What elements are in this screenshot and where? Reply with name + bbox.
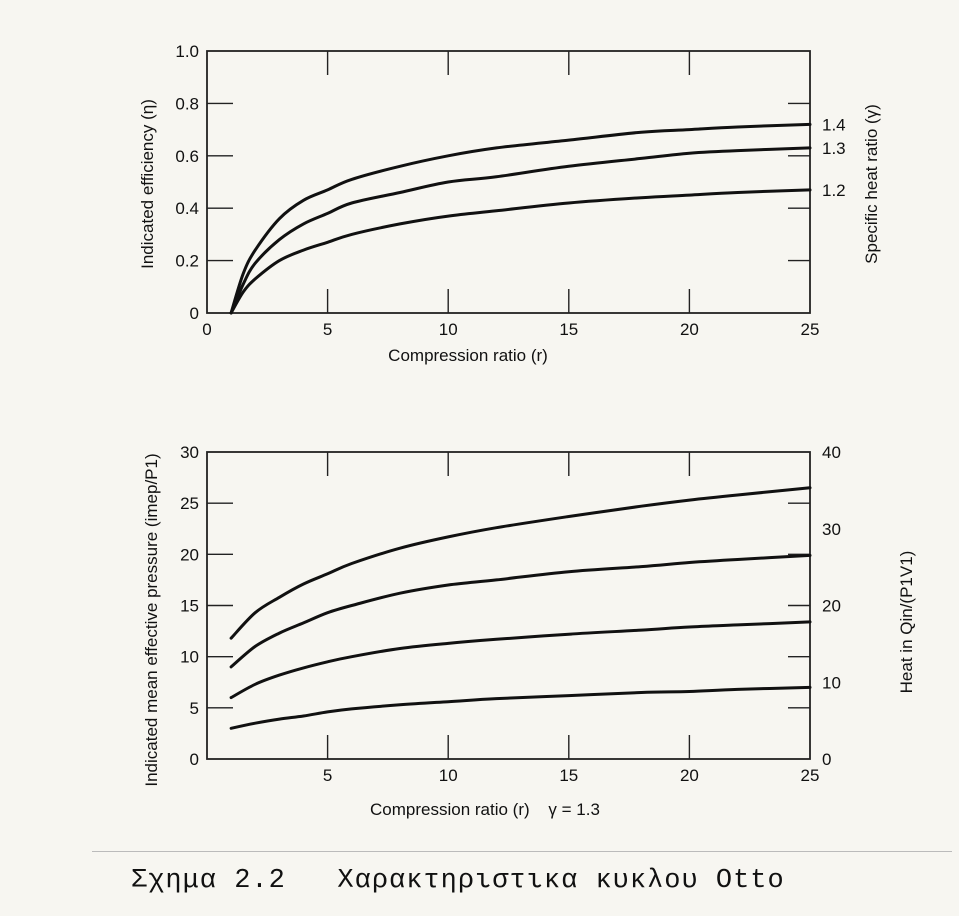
imep-chart-curves xyxy=(229,486,812,730)
imep-chart-ticks xyxy=(207,452,810,759)
series-label-1.2: 1.2 xyxy=(822,181,846,200)
gamma-note: γ = 1.3 xyxy=(548,800,600,819)
efficiency-chart-curves xyxy=(229,122,812,315)
y-tick-label: 10 xyxy=(180,648,199,667)
y2-tick-label: 20 xyxy=(822,597,841,616)
efficiency-chart-tick-labels: 0 5 10 15 20 25 0 0.2 0.4 0.6 0.8 1.0 1.4 1.3 1.2 xyxy=(175,42,845,339)
x-tick-label: 5 xyxy=(323,320,332,339)
y-tick-label: 0.4 xyxy=(175,199,199,218)
efficiency-y-axis-title: Indicated efficiency (η) xyxy=(138,99,157,269)
series-curve-20 xyxy=(229,620,812,700)
y-tick-label: 0 xyxy=(190,750,199,769)
series-curve-1.2 xyxy=(229,188,812,315)
series-curve-40 xyxy=(229,486,812,640)
series-curve-10 xyxy=(229,685,812,730)
caption-divider xyxy=(92,851,952,852)
series-curve-1.4 xyxy=(229,122,812,315)
y2-tick-label: 10 xyxy=(822,673,841,692)
figure-caption: Σχημα 2.2 Χαρακτηριστικα κυκλου Otto xyxy=(131,866,785,896)
y-tick-label: 0.2 xyxy=(175,252,199,271)
y-tick-label: 1.0 xyxy=(175,42,199,61)
efficiency-chart-frame xyxy=(206,50,811,314)
imep-y-axis-title: Indicated mean effective pressure (imep/… xyxy=(142,453,161,786)
x-tick-label: 25 xyxy=(801,320,820,339)
series-curve-1.3 xyxy=(229,146,812,315)
series-curve-30 xyxy=(229,553,812,669)
efficiency-chart-ticks xyxy=(207,51,810,313)
y2-tick-label: 40 xyxy=(822,443,841,462)
x-tick-label: 25 xyxy=(801,766,820,785)
x-tick-label: 20 xyxy=(680,320,699,339)
imep-x-axis-title: Compression ratio (r) γ = 1.3 xyxy=(370,800,600,819)
y2-tick-label: 30 xyxy=(822,520,841,539)
y-tick-label: 0 xyxy=(190,304,199,323)
x-tick-label: 10 xyxy=(439,320,458,339)
heat-in-axis-title: Heat in Qin/(P1V1) xyxy=(897,551,916,694)
y-tick-label: 30 xyxy=(180,443,199,462)
x-tick-label: 0 xyxy=(202,320,211,339)
imep-x-axis-label: Compression ratio (r) xyxy=(370,800,530,819)
series-label-1.3: 1.3 xyxy=(822,139,846,158)
efficiency-chart: 0 5 10 15 20 25 0 0.2 0.4 0.6 0.8 1.0 1.4 1.3 1.2 Comp… xyxy=(138,42,881,365)
y2-tick-label: 0 xyxy=(822,750,831,769)
y-tick-label: 20 xyxy=(180,545,199,564)
specific-heat-ratio-axis-title: Specific heat ratio (γ) xyxy=(862,104,881,264)
x-tick-label: 5 xyxy=(323,766,332,785)
y-tick-label: 0.8 xyxy=(175,94,199,113)
series-label-1.4: 1.4 xyxy=(822,115,846,134)
x-tick-label: 15 xyxy=(559,766,578,785)
efficiency-x-axis-title: Compression ratio (r) xyxy=(388,346,548,365)
x-tick-label: 20 xyxy=(680,766,699,785)
y-tick-label: 5 xyxy=(190,699,199,718)
y-tick-label: 25 xyxy=(180,494,199,513)
x-tick-label: 15 xyxy=(559,320,578,339)
x-tick-label: 10 xyxy=(439,766,458,785)
y-tick-label: 15 xyxy=(180,597,199,616)
y-tick-label: 0.6 xyxy=(175,147,199,166)
